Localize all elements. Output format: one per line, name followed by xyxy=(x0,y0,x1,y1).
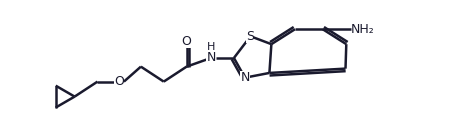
Text: NH₂: NH₂ xyxy=(351,23,375,36)
Text: S: S xyxy=(246,30,254,43)
Text: N: N xyxy=(240,71,250,84)
Text: N: N xyxy=(206,51,216,64)
Text: O: O xyxy=(114,75,124,88)
Text: O: O xyxy=(182,34,192,47)
Text: H: H xyxy=(207,42,215,52)
